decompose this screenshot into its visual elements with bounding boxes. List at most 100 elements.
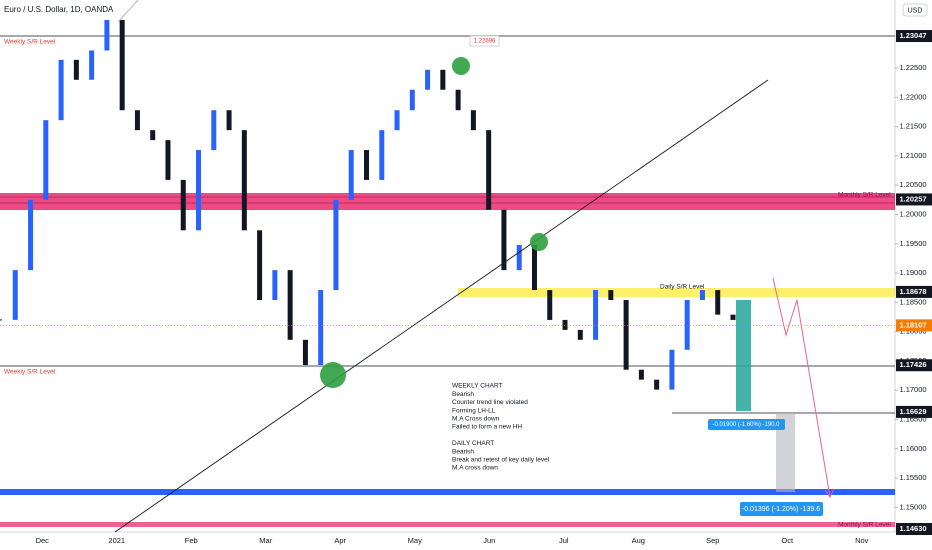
x-tick-label: Apr <box>334 536 346 545</box>
y-tick-label: 1.17000 <box>899 385 926 394</box>
candle <box>226 110 232 131</box>
candle <box>104 20 110 51</box>
measure-label-box <box>740 502 823 516</box>
candle <box>180 179 186 231</box>
candle <box>501 209 507 271</box>
y-tick-label: 1.21000 <box>899 151 926 160</box>
price-label: 1.20257 <box>899 194 926 203</box>
level-label: Daily S/R Level <box>660 284 705 291</box>
measure-label: -0.01396 (-1.20%) -139.6 <box>742 506 820 513</box>
x-tick-label: Sep <box>706 536 719 545</box>
candle <box>623 300 629 370</box>
candle <box>516 244 522 271</box>
candle <box>364 150 369 180</box>
candle <box>302 339 308 366</box>
price-label-box <box>896 319 932 332</box>
y-tick-label: 1.20500 <box>899 180 926 189</box>
price-label-box <box>896 405 932 418</box>
y-tick-label: 1.18500 <box>899 297 926 306</box>
candle <box>43 120 49 200</box>
measure-label: -0.01900 (-1.60%) -190.0 <box>712 422 780 428</box>
level-label: Weekly S/R Level <box>4 369 56 376</box>
x-tick-label: May <box>408 536 422 545</box>
y-tick-label: 1.22000 <box>899 92 926 101</box>
trend-line-2 <box>117 0 139 23</box>
y-tick-label: 1.19000 <box>899 268 926 277</box>
price-label: 1.18107 <box>899 320 926 329</box>
level-label: Monthly S/R Level <box>838 192 891 199</box>
chart-title: Euro / U.S. Dollar, 1D, OANDA <box>4 5 114 14</box>
note-line: DAILY CHART <box>452 440 494 447</box>
note-line: Failed to form a new HH <box>452 424 522 431</box>
candle <box>394 110 400 131</box>
circle-marker <box>320 362 346 388</box>
candle <box>608 290 614 301</box>
measure-box <box>776 413 795 492</box>
candle <box>119 20 125 111</box>
arrow-head <box>824 488 835 498</box>
price-label-box <box>896 523 932 536</box>
note-line: M.A Cross down <box>452 416 500 423</box>
candle <box>196 150 202 231</box>
candle <box>486 130 492 210</box>
note-line: Bearish <box>452 448 474 455</box>
candle <box>593 290 599 340</box>
candle <box>409 89 415 111</box>
candle <box>58 59 64 121</box>
candle <box>134 110 140 131</box>
x-tick-label: Jun <box>483 536 495 545</box>
candle <box>165 140 171 180</box>
currency: USD <box>908 7 923 14</box>
blue-level <box>0 489 895 495</box>
x-tick-label: Aug <box>632 536 645 545</box>
price-label-box <box>896 285 932 298</box>
price-label: 1.17426 <box>899 360 926 369</box>
candle <box>669 349 675 390</box>
candle <box>684 300 690 350</box>
candle <box>73 59 79 80</box>
candle <box>333 199 339 291</box>
candle <box>638 369 644 380</box>
price-label-box <box>896 30 932 43</box>
y-tick-label: 1.19500 <box>899 239 926 248</box>
y-tick-label: 1.21500 <box>899 122 926 131</box>
candle <box>150 130 156 141</box>
candle <box>89 50 95 80</box>
candle <box>440 69 446 90</box>
candle <box>654 379 660 390</box>
candle <box>348 150 354 200</box>
projection-arrow <box>772 277 831 498</box>
note-line: Bearish <box>452 391 474 398</box>
note-line: M.A cross down <box>452 465 498 472</box>
circle-marker <box>452 57 470 75</box>
x-tick-label: Nov <box>855 536 869 545</box>
circle-marker <box>530 233 548 251</box>
price-label: 1.18678 <box>899 287 926 296</box>
monthly-zone <box>0 193 895 210</box>
y-tick-label: 1.16500 <box>899 414 926 423</box>
note-line: WEEKLY CHART <box>452 383 503 390</box>
price-label-box <box>896 193 932 206</box>
candle <box>547 290 553 320</box>
level-label: Monthly S/R Level <box>838 522 891 529</box>
candle <box>699 290 705 301</box>
x-tick-label: Mar <box>259 536 272 545</box>
price-label-box <box>896 359 932 372</box>
level-label: Weekly S/R Level <box>4 39 56 46</box>
candle <box>241 130 247 231</box>
measure-box <box>736 300 751 411</box>
candle <box>211 110 217 151</box>
measure-label-box <box>708 419 785 430</box>
candle <box>562 319 568 330</box>
y-tick-label: 1.15000 <box>899 502 926 511</box>
candle <box>28 199 34 271</box>
candle <box>470 110 476 131</box>
candle <box>715 290 721 315</box>
x-tick-label: Dec <box>36 536 50 545</box>
y-tick-label: 1.20000 <box>899 209 926 218</box>
trend-line <box>114 79 769 533</box>
x-tick-label: Jul <box>559 536 569 545</box>
x-tick-label: Feb <box>185 536 198 545</box>
candle <box>12 270 18 320</box>
